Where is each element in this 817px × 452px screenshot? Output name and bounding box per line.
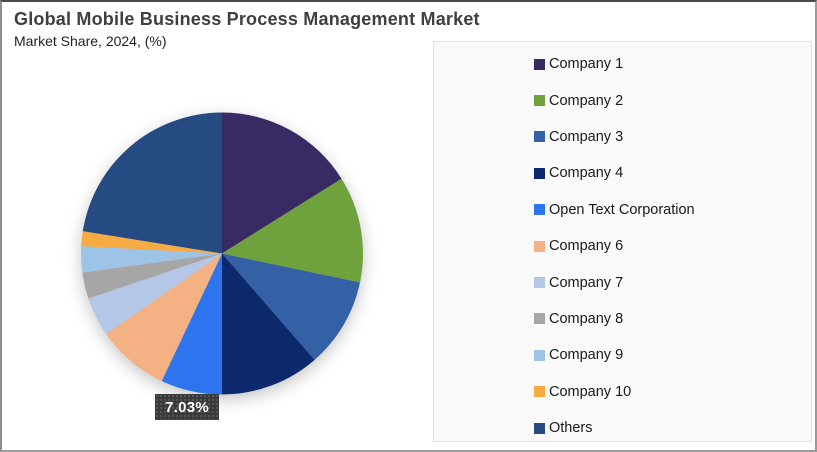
legend-label: Company 2	[549, 92, 624, 109]
legend-swatch-icon	[534, 422, 545, 434]
legend-item-company-10: Company 10	[434, 374, 811, 410]
legend-item-company-8: Company 8	[434, 301, 811, 337]
open-text-data-label: 7.03%	[155, 394, 219, 420]
legend-item-others: Others	[434, 410, 811, 446]
legend-item-company-7: Company 7	[434, 264, 811, 300]
legend-label: Company 4	[549, 165, 624, 182]
legend-swatch-icon	[534, 386, 545, 398]
legend-swatch-icon	[534, 277, 545, 289]
legend-swatch-icon	[534, 167, 545, 179]
pie-slice-company-1	[222, 112, 342, 254]
pie-slice-open-text-corporation	[161, 253, 222, 395]
legend-label: Others	[549, 420, 593, 437]
legend-item-company-2: Company 2	[434, 82, 811, 118]
pie-slice-company-2	[222, 178, 363, 283]
pie-slice-company-7	[88, 253, 222, 334]
legend-swatch-icon	[534, 95, 545, 107]
legend-item-company-6: Company 6	[434, 228, 811, 264]
legend-label: Company 9	[549, 347, 624, 364]
legend-swatch-icon	[534, 313, 545, 325]
legend-item-company-3: Company 3	[434, 119, 811, 155]
legend-swatch-icon	[534, 131, 545, 143]
pie-slice-company-10	[81, 231, 222, 254]
legend-item-open-text-corporation: Open Text Corporation	[434, 192, 811, 228]
legend-label: Open Text Corporation	[549, 201, 695, 218]
legend: Company 1 Company 2 Company 3 Company 4 Open…	[433, 41, 812, 442]
pie-slice-company-4	[222, 253, 315, 395]
chart-title: Global Mobile Business Process Managemen…	[14, 9, 480, 29]
pie-slice-company-6	[106, 253, 222, 381]
legend-label: Company 3	[549, 128, 624, 145]
legend-label: Company 10	[549, 383, 632, 400]
legend-item-company-1: Company 1	[434, 46, 811, 82]
legend-label: Company 1	[549, 56, 624, 73]
chart-subtitle: Market Share, 2024, (%)	[14, 33, 167, 49]
title-block: Global Mobile Business Process Managemen…	[14, 9, 480, 49]
legend-label: Company 8	[549, 310, 624, 327]
legend-label: Company 7	[549, 274, 624, 291]
pie-slice-company-9	[80, 246, 222, 273]
pie-slice-company-3	[222, 253, 360, 360]
legend-label: Company 6	[549, 238, 624, 255]
pie-chart	[80, 112, 363, 395]
legend-item-company-4: Company 4	[434, 155, 811, 191]
pie-slice-company-8	[82, 253, 222, 299]
legend-swatch-icon	[534, 204, 545, 216]
legend-swatch-icon	[534, 58, 545, 70]
legend-item-company-9: Company 9	[434, 337, 811, 373]
legend-swatch-icon	[534, 240, 545, 252]
legend-swatch-icon	[534, 349, 545, 361]
pie-slice-others	[82, 112, 222, 254]
